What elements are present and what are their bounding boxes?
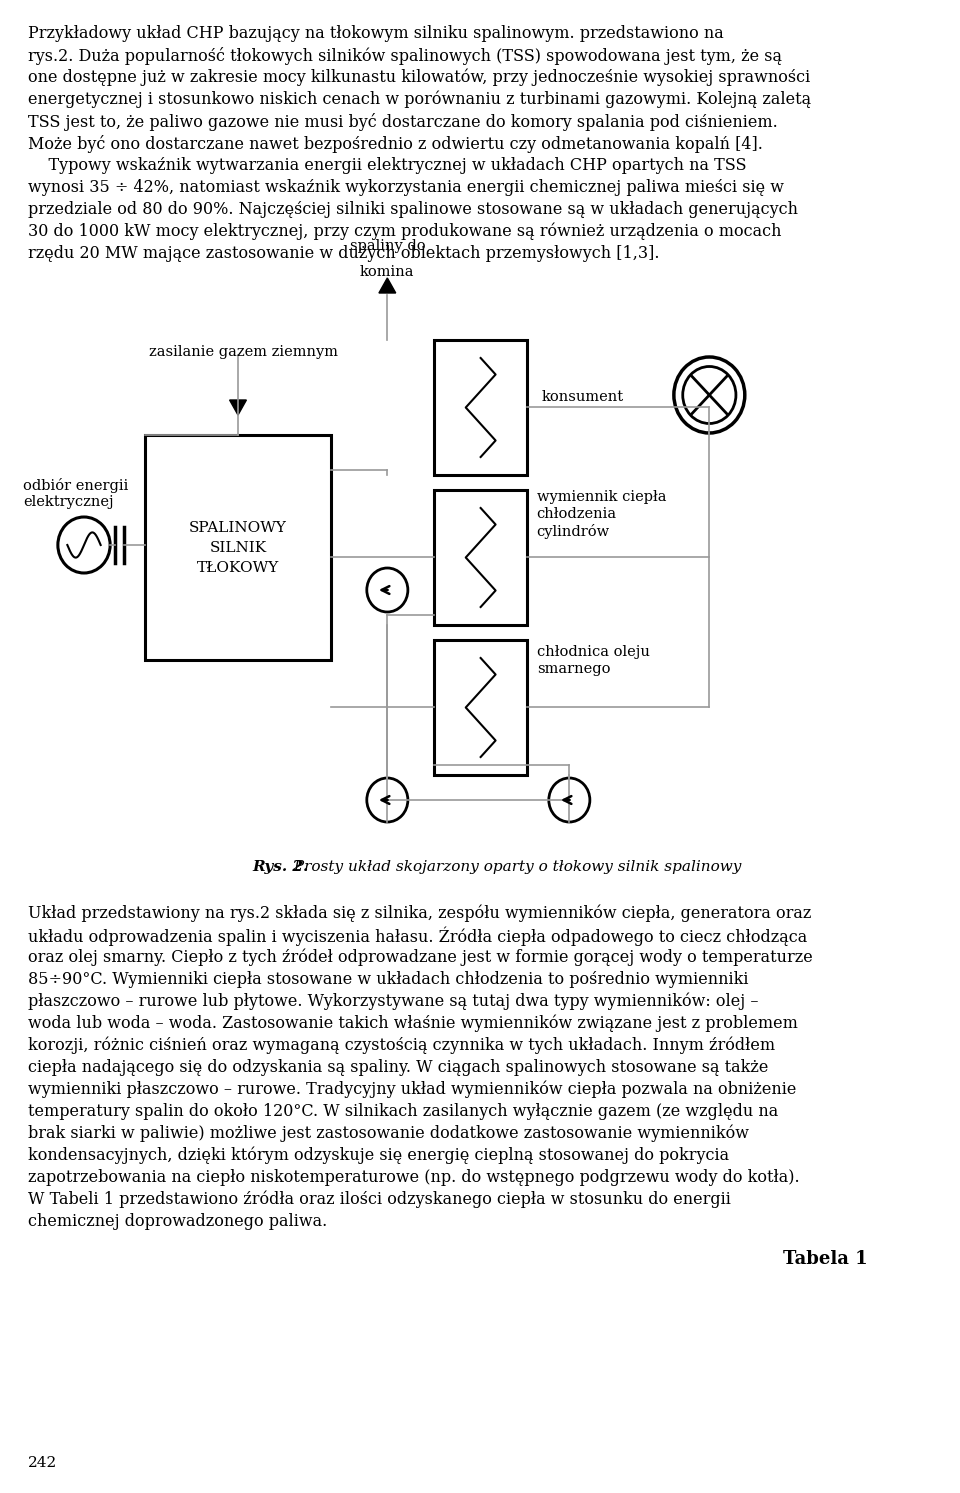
- Text: TŁOKOWY: TŁOKOWY: [197, 560, 279, 575]
- Text: oraz olej smarny. Ciepło z tych źródeł odprowadzane jest w formie gorącej wody o: oraz olej smarny. Ciepło z tych źródeł o…: [28, 950, 813, 966]
- Text: woda lub woda – woda. Zastosowanie takich właśnie wymienników związane jest z pr: woda lub woda – woda. Zastosowanie takic…: [28, 1015, 798, 1033]
- Text: rzędu 20 MW mające zastosowanie w dużych obiektach przemysłowych [1,3].: rzędu 20 MW mające zastosowanie w dużych…: [28, 245, 660, 261]
- Text: TSS jest to, że paliwo gazowe nie musi być dostarczane do komory spalania pod ci: TSS jest to, że paliwo gazowe nie musi b…: [28, 113, 778, 131]
- Text: płaszczowo – rurowe lub płytowe. Wykorzystywane są tutaj dwa typy wymienników: o: płaszczowo – rurowe lub płytowe. Wykorzy…: [28, 993, 758, 1011]
- Text: Przykładowy układ CHP bazujący na tłokowym silniku spalinowym. przedstawiono na: Przykładowy układ CHP bazujący na tłokow…: [28, 25, 724, 42]
- Text: 242: 242: [28, 1456, 58, 1471]
- Text: zapotrzebowania na ciepło niskotemperaturowe (np. do wstępnego podgrzewu wody do: zapotrzebowania na ciepło niskotemperatu…: [28, 1169, 800, 1185]
- Text: Może być ono dostarczane nawet bezpośrednio z odwiertu czy odmetanowania kopalń : Może być ono dostarczane nawet bezpośred…: [28, 134, 763, 152]
- Text: komina: komina: [360, 264, 415, 279]
- Text: Tabela 1: Tabela 1: [783, 1250, 868, 1268]
- Text: kondensacyjnych, dzięki którym odzyskuje się energię cieplną stosowanej do pokry: kondensacyjnych, dzięki którym odzyskuje…: [28, 1147, 730, 1165]
- Text: brak siarki w paliwie) możliwe jest zastosowanie dodatkowe zastosowanie wymienni: brak siarki w paliwie) możliwe jest zast…: [28, 1126, 749, 1142]
- Text: SPALINOWY: SPALINOWY: [189, 521, 287, 534]
- Text: SILNIK: SILNIK: [209, 540, 267, 554]
- Text: chemicznej doprowadzonego paliwa.: chemicznej doprowadzonego paliwa.: [28, 1212, 327, 1230]
- Bar: [434, 490, 527, 626]
- Bar: [145, 434, 331, 660]
- Text: konsument: konsument: [541, 390, 623, 405]
- Text: elektrycznej: elektrycznej: [23, 496, 114, 509]
- Text: W Tabeli 1 przedstawiono źródła oraz ilości odzyskanego ciepła w stosunku do ene: W Tabeli 1 przedstawiono źródła oraz ilo…: [28, 1191, 731, 1208]
- Text: spaliny do: spaliny do: [349, 239, 425, 252]
- Text: przedziale od 80 do 90%. Najczęściej silniki spalinowe stosowane są w układach g: przedziale od 80 do 90%. Najczęściej sil…: [28, 202, 798, 218]
- Bar: [434, 640, 527, 775]
- Text: Prosty układ skojarzony oparty o tłokowy silnik spalinowy: Prosty układ skojarzony oparty o tłokowy…: [289, 860, 742, 873]
- Text: 85÷90°C. Wymienniki ciepła stosowane w układach chłodzenia to pośrednio wymienni: 85÷90°C. Wymienniki ciepła stosowane w u…: [28, 970, 749, 988]
- Text: odbiór energii: odbiór energii: [23, 478, 129, 493]
- Text: Układ przedstawiony na rys.2 składa się z silnika, zespółu wymienników ciepła, g: Układ przedstawiony na rys.2 składa się …: [28, 905, 811, 923]
- Bar: [434, 340, 527, 475]
- Text: wymienniki płaszczowo – rurowe. Tradycyjny układ wymienników ciepła pozwala na o: wymienniki płaszczowo – rurowe. Tradycyj…: [28, 1081, 797, 1099]
- Text: Typowy wskaźnik wytwarzania energii elektrycznej w układach CHP opartych na TSS: Typowy wskaźnik wytwarzania energii elek…: [28, 157, 747, 175]
- Text: korozji, różnic ciśnień oraz wymaganą czystością czynnika w tych układach. Innym: korozji, różnic ciśnień oraz wymaganą cz…: [28, 1038, 775, 1054]
- Text: wymiennik ciepła: wymiennik ciepła: [537, 490, 666, 505]
- Text: cylindrów: cylindrów: [537, 524, 610, 539]
- Text: chłodzenia: chłodzenia: [537, 508, 616, 521]
- Text: układu odprowadzenia spalin i wyciszenia hałasu. Źródła ciepła odpadowego to cie: układu odprowadzenia spalin i wyciszenia…: [28, 927, 807, 947]
- Polygon shape: [379, 278, 396, 293]
- Text: wynosi 35 ÷ 42%, natomiast wskaźnik wykorzystania energii chemicznej paliwa mieś: wynosi 35 ÷ 42%, natomiast wskaźnik wyko…: [28, 179, 784, 196]
- Text: smarnego: smarnego: [537, 661, 611, 676]
- Text: chłodnica oleju: chłodnica oleju: [537, 645, 650, 658]
- Polygon shape: [229, 400, 247, 415]
- Text: Rys. 2.: Rys. 2.: [252, 860, 308, 873]
- Text: ciepła nadającego się do odzyskania są spaliny. W ciągach spalinowych stosowane : ciepła nadającego się do odzyskania są s…: [28, 1059, 768, 1076]
- Text: temperatury spalin do około 120°C. W silnikach zasilanych wyłącznie gazem (ze wz: temperatury spalin do około 120°C. W sil…: [28, 1103, 779, 1120]
- Text: one dostępne już w zakresie mocy kilkunastu kilowatów, przy jednocześnie wysokie: one dostępne już w zakresie mocy kilkuna…: [28, 69, 810, 87]
- Text: energetycznej i stosunkowo niskich cenach w porównaniu z turbinami gazowymi. Kol: energetycznej i stosunkowo niskich cenac…: [28, 91, 811, 109]
- Text: zasilanie gazem ziemnym: zasilanie gazem ziemnym: [150, 345, 338, 358]
- Text: 30 do 1000 kW mocy elektrycznej, przy czym produkowane są również urządzenia o m: 30 do 1000 kW mocy elektrycznej, przy cz…: [28, 222, 781, 240]
- Text: rys.2. Duża popularność tłokowych silników spalinowych (TSS) spowodowana jest ty: rys.2. Duża popularność tłokowych silnik…: [28, 46, 782, 66]
